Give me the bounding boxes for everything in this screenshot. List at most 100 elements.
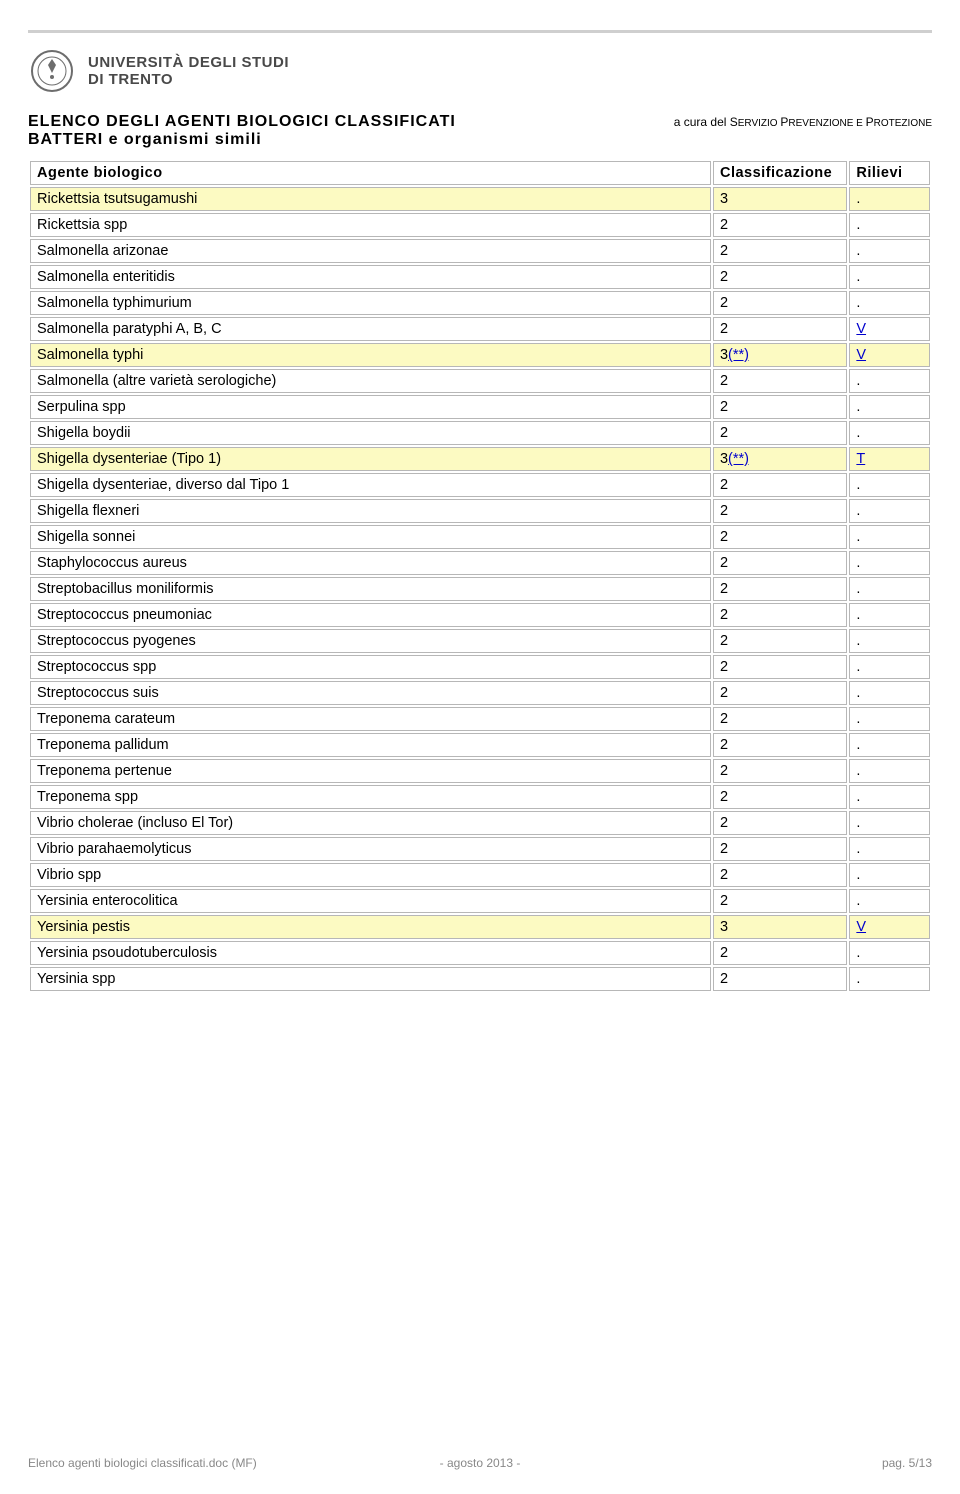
- cell-class: 2: [713, 759, 847, 783]
- cell-rilievi[interactable]: V: [849, 915, 930, 939]
- cell-rilievi: .: [849, 551, 930, 575]
- cell-class: 2: [713, 941, 847, 965]
- agents-table: Agente biologico Classificazione Rilievi…: [28, 159, 932, 993]
- cell-class: 3(**): [713, 447, 847, 471]
- cell-rilievi: .: [849, 681, 930, 705]
- table-row: Salmonella paratyphi A, B, C2V: [30, 317, 930, 341]
- table-header-row: Agente biologico Classificazione Rilievi: [30, 161, 930, 185]
- cell-class: 2: [713, 707, 847, 731]
- university-name: UNIVERSITÀ DEGLI STUDI DI TRENTO: [88, 54, 289, 89]
- cell-rilievi: .: [849, 967, 930, 991]
- cell-rilievi: .: [849, 759, 930, 783]
- table-row: Treponema carateum2.: [30, 707, 930, 731]
- cell-class: 2: [713, 499, 847, 523]
- heading-left: ELENCO DEGLI AGENTI BIOLOGICI CLASSIFICA…: [28, 113, 456, 149]
- table-row: Shigella dysenteriae (Tipo 1)3(**) T: [30, 447, 930, 471]
- cell-rilievi[interactable]: V: [849, 343, 930, 367]
- cell-agent: Salmonella paratyphi A, B, C: [30, 317, 711, 341]
- cell-rilievi: .: [849, 603, 930, 627]
- heading-line2: BATTERI e organismi simili: [28, 131, 456, 149]
- table-row: Serpulina spp2.: [30, 395, 930, 419]
- rilievi-link[interactable]: V: [856, 919, 866, 935]
- rilievi-link[interactable]: T: [856, 451, 865, 467]
- table-row: Shigella flexneri2.: [30, 499, 930, 523]
- cell-rilievi: .: [849, 655, 930, 679]
- cell-rilievi[interactable]: T: [849, 447, 930, 471]
- cell-class: 2: [713, 811, 847, 835]
- table-row: Shigella boydii2.: [30, 421, 930, 445]
- cell-agent: Salmonella (altre varietà serologiche): [30, 369, 711, 393]
- table-row: Treponema pallidum2.: [30, 733, 930, 757]
- cell-class: 2: [713, 889, 847, 913]
- cell-class: 2: [713, 369, 847, 393]
- cell-class: 3: [713, 915, 847, 939]
- hr-pre: a cura del S: [674, 115, 738, 129]
- cell-rilievi: .: [849, 473, 930, 497]
- cell-agent: Treponema carateum: [30, 707, 711, 731]
- cell-class: 2: [713, 317, 847, 341]
- footer-center: - agosto 2013 -: [440, 1456, 521, 1470]
- cell-agent: Serpulina spp: [30, 395, 711, 419]
- cell-agent: Streptococcus suis: [30, 681, 711, 705]
- cell-rilievi: .: [849, 525, 930, 549]
- class-note-link[interactable]: (**): [728, 347, 749, 363]
- cell-agent: Vibrio spp: [30, 863, 711, 887]
- cell-rilievi: .: [849, 889, 930, 913]
- cell-rilievi: .: [849, 369, 930, 393]
- rilievi-link[interactable]: V: [856, 321, 866, 337]
- cell-rilievi: .: [849, 629, 930, 653]
- cell-rilievi[interactable]: V: [849, 317, 930, 341]
- cell-agent: Streptobacillus moniliformis: [30, 577, 711, 601]
- cell-rilievi: .: [849, 291, 930, 315]
- hr-m2: P: [866, 115, 874, 129]
- cell-rilievi: .: [849, 941, 930, 965]
- table-row: Salmonella enteritidis2.: [30, 265, 930, 289]
- cell-class: 2: [713, 733, 847, 757]
- table-row: Treponema pertenue2.: [30, 759, 930, 783]
- table-row: Streptococcus pyogenes2.: [30, 629, 930, 653]
- cell-class: 2: [713, 577, 847, 601]
- cell-agent: Staphylococcus aureus: [30, 551, 711, 575]
- cell-class: 2: [713, 525, 847, 549]
- cell-agent: Yersinia spp: [30, 967, 711, 991]
- table-row: Vibrio cholerae (incluso El Tor)2.: [30, 811, 930, 835]
- page-footer: Elenco agenti biologici classificati.doc…: [28, 1456, 932, 1470]
- cell-rilievi: .: [849, 499, 930, 523]
- cell-rilievi: .: [849, 785, 930, 809]
- cell-agent: Rickettsia tsutsugamushi: [30, 187, 711, 211]
- table-row: Yersinia spp2.: [30, 967, 930, 991]
- table-row: Salmonella typhi3(**)V: [30, 343, 930, 367]
- cell-agent: Treponema pertenue: [30, 759, 711, 783]
- heading-row: ELENCO DEGLI AGENTI BIOLOGICI CLASSIFICA…: [28, 113, 932, 149]
- table-row: Rickettsia spp2.: [30, 213, 930, 237]
- table-row: Treponema spp2.: [30, 785, 930, 809]
- cell-agent: Streptococcus spp: [30, 655, 711, 679]
- cell-class: 2: [713, 473, 847, 497]
- cell-agent: Yersinia enterocolitica: [30, 889, 711, 913]
- table-row: Yersinia enterocolitica2.: [30, 889, 930, 913]
- rilievi-link[interactable]: V: [856, 347, 866, 363]
- table-row: Streptococcus suis2.: [30, 681, 930, 705]
- cell-class: 2: [713, 837, 847, 861]
- top-divider: [28, 30, 932, 33]
- cell-agent: Shigella dysenteriae (Tipo 1): [30, 447, 711, 471]
- cell-class: 2: [713, 265, 847, 289]
- hr-s3: ROTEZIONE: [874, 118, 932, 129]
- cell-agent: Streptococcus pneumoniac: [30, 603, 711, 627]
- cell-agent: Salmonella enteritidis: [30, 265, 711, 289]
- cell-class: 2: [713, 681, 847, 705]
- cell-agent: Shigella sonnei: [30, 525, 711, 549]
- cell-class: 2: [713, 655, 847, 679]
- th-class: Classificazione: [713, 161, 847, 185]
- class-note-link[interactable]: (**): [728, 451, 749, 467]
- table-row: Streptobacillus moniliformis2.: [30, 577, 930, 601]
- cell-agent: Shigella flexneri: [30, 499, 711, 523]
- cell-class: 2: [713, 551, 847, 575]
- th-ril: Rilievi: [849, 161, 930, 185]
- cell-class: 2: [713, 863, 847, 887]
- cell-class: 2: [713, 291, 847, 315]
- table-row: Vibrio spp2.: [30, 863, 930, 887]
- cell-agent: Salmonella arizonae: [30, 239, 711, 263]
- cell-rilievi: .: [849, 421, 930, 445]
- cell-class: 2: [713, 629, 847, 653]
